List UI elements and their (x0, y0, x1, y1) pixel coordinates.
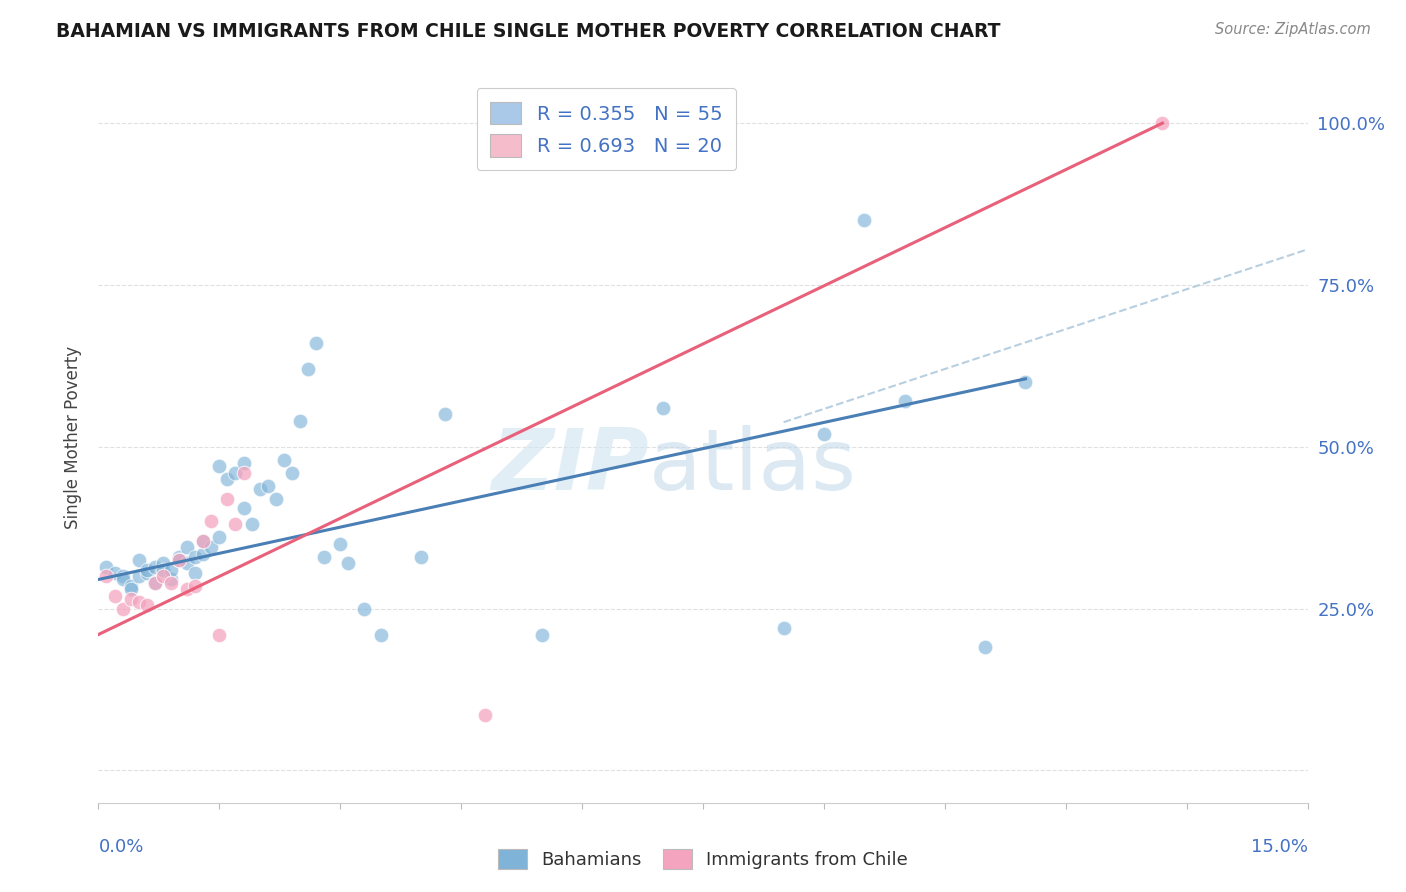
Point (337, 557, 360, 571)
Point (813, 426, 835, 441)
Point (160, 563, 183, 577)
Point (249, 482, 271, 496)
Point (893, 394, 915, 409)
Point (530, 627, 553, 641)
Point (96, 569, 118, 583)
Point (200, 514, 222, 528)
Legend: R = 0.355   N = 55, R = 0.693   N = 20: R = 0.355 N = 55, R = 0.693 N = 20 (477, 88, 735, 170)
Legend: Bahamians, Immigrants from Chile: Bahamians, Immigrants from Chile (489, 839, 917, 879)
Point (200, 540, 222, 554)
Point (111, 573, 134, 587)
Text: atlas: atlas (648, 425, 856, 508)
Point (160, 575, 183, 590)
Point (1014, 375, 1036, 389)
Point (974, 640, 997, 655)
Point (193, 547, 215, 561)
Point (120, 582, 142, 597)
Text: 15.0%: 15.0% (1250, 838, 1308, 856)
Point (853, 213, 876, 227)
Point (167, 553, 190, 567)
Point (264, 491, 287, 506)
Point (176, 540, 198, 554)
Point (232, 466, 254, 480)
Point (256, 478, 278, 492)
Point (281, 466, 304, 480)
Point (103, 566, 125, 580)
Text: 0.0%: 0.0% (98, 838, 143, 856)
Point (135, 599, 157, 613)
Point (128, 569, 150, 583)
Point (217, 472, 239, 486)
Point (120, 591, 142, 606)
Point (208, 459, 231, 474)
Y-axis label: Single Mother Poverty: Single Mother Poverty (65, 345, 83, 529)
Point (273, 452, 295, 467)
Point (160, 573, 183, 587)
Point (167, 553, 190, 567)
Point (143, 575, 166, 590)
Point (184, 579, 207, 593)
Point (409, 549, 432, 564)
Point (96, 559, 118, 574)
Point (232, 456, 254, 470)
Point (208, 530, 231, 544)
Point (176, 557, 198, 571)
Point (434, 408, 457, 422)
Point (176, 582, 198, 597)
Point (135, 566, 157, 580)
Point (103, 589, 125, 603)
Point (120, 579, 142, 593)
Point (651, 401, 673, 415)
Point (143, 559, 166, 574)
Point (167, 549, 190, 564)
Point (208, 627, 231, 641)
Point (1152, 116, 1174, 130)
Point (240, 517, 263, 532)
Point (232, 501, 254, 516)
Text: ZIP: ZIP (491, 425, 648, 508)
Text: BAHAMIAN VS IMMIGRANTS FROM CHILE SINGLE MOTHER POVERTY CORRELATION CHART: BAHAMIAN VS IMMIGRANTS FROM CHILE SINGLE… (56, 22, 1001, 41)
Point (193, 533, 215, 548)
Point (135, 563, 157, 577)
Point (184, 566, 207, 580)
Point (143, 575, 166, 590)
Text: Source: ZipAtlas.com: Source: ZipAtlas.com (1215, 22, 1371, 37)
Point (128, 553, 150, 567)
Point (314, 549, 336, 564)
Point (184, 549, 207, 564)
Point (297, 362, 319, 376)
Point (474, 708, 496, 723)
Point (772, 621, 794, 635)
Point (111, 601, 134, 615)
Point (370, 627, 392, 641)
Point (353, 601, 375, 615)
Point (217, 491, 239, 506)
Point (152, 569, 174, 583)
Point (305, 336, 328, 351)
Point (193, 533, 215, 548)
Point (111, 569, 134, 583)
Point (224, 517, 246, 532)
Point (224, 466, 246, 480)
Point (152, 563, 174, 577)
Point (128, 595, 150, 609)
Point (288, 414, 311, 428)
Point (152, 557, 174, 571)
Point (329, 537, 352, 551)
